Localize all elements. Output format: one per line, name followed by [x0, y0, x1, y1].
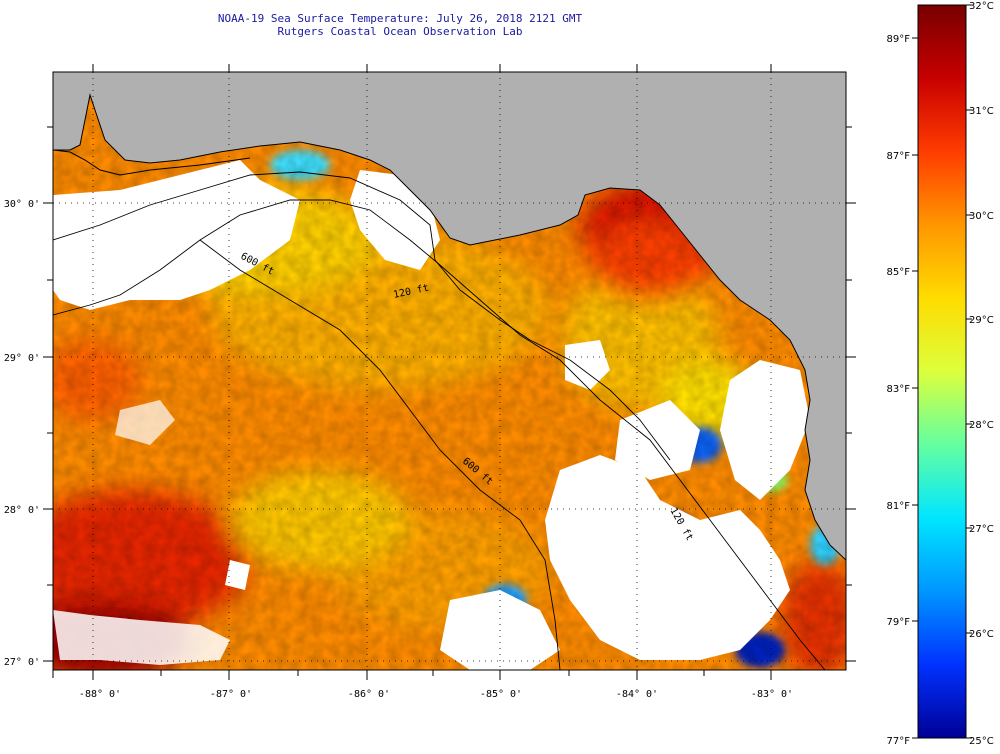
fahrenheit-label: 87°F	[887, 151, 911, 162]
lat-label: 28° 0'	[4, 505, 40, 516]
lat-label: 29° 0'	[4, 353, 40, 364]
bathymetry-contours	[53, 171, 826, 670]
cloud-mask	[53, 160, 810, 670]
ticks	[43, 64, 856, 680]
lat-label: 27° 0'	[4, 657, 40, 668]
fahrenheit-label: 83°F	[887, 384, 911, 395]
fahrenheit-label: 81°F	[887, 501, 911, 512]
celsius-label: 27°C	[969, 524, 994, 535]
colorbar: 32°C 31°C 30°C 29°C 28°C 27°C 26°C 25°C …	[887, 1, 994, 747]
fahrenheit-label: 85°F	[887, 267, 911, 278]
lat-label: 30° 0'	[4, 199, 40, 210]
fahrenheit-label: 77°F	[887, 736, 911, 747]
celsius-label: 26°C	[969, 629, 994, 640]
lon-label: -86° 0'	[348, 689, 390, 700]
colorbar-gradient	[917, 4, 967, 739]
title-line-1: NOAA-19 Sea Surface Temperature: July 26…	[217, 12, 583, 25]
land	[53, 72, 846, 561]
celsius-label: 31°C	[969, 106, 994, 117]
fahrenheit-label: 89°F	[887, 34, 911, 45]
lon-label: -84° 0'	[616, 689, 658, 700]
graticule	[53, 72, 846, 670]
celsius-label: 28°C	[969, 420, 994, 431]
map-panel: 600 ft 120 ft 600 ft 120 ft	[53, 72, 846, 670]
celsius-label: 29°C	[969, 315, 994, 326]
lon-label: -85° 0'	[480, 689, 522, 700]
celsius-label: 32°C	[969, 1, 994, 12]
lon-label: -87° 0'	[210, 689, 252, 700]
title-line-2: Rutgers Coastal Ocean Observation Lab	[277, 25, 523, 38]
longitude-labels: -88° 0' -87° 0' -86° 0' -85° 0' -84° 0' …	[79, 689, 793, 700]
map-frame	[52, 71, 847, 671]
fahrenheit-label: 79°F	[887, 617, 911, 628]
lon-label: -83° 0'	[751, 689, 793, 700]
latitude-labels: 30° 0' 29° 0' 28° 0' 27° 0'	[4, 199, 40, 668]
celsius-label: 25°C	[969, 736, 994, 747]
celsius-label: 30°C	[969, 211, 994, 222]
lon-label: -88° 0'	[79, 689, 121, 700]
